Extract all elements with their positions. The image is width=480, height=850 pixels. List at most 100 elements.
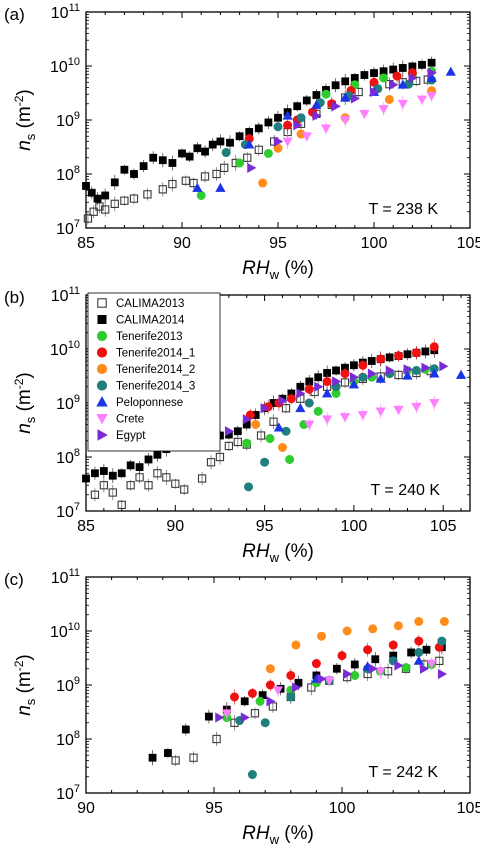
x-tick-label: 85 xyxy=(77,518,95,535)
data-point-tenerife2014-1 xyxy=(286,394,296,404)
x-axis-label: RHw (%) xyxy=(242,823,314,847)
data-point-egypt xyxy=(437,668,448,680)
data-point-calima2013 xyxy=(117,500,126,509)
legend-label-calima2014: CALIMA2014 xyxy=(116,315,185,327)
data-point-crete xyxy=(272,686,284,696)
data-point-crete xyxy=(304,420,315,430)
data-point-tenerife2013 xyxy=(263,148,273,158)
data-point-calima2014 xyxy=(341,77,350,86)
y-tick-label: 108 xyxy=(56,164,80,184)
data-point-calima2014 xyxy=(201,147,209,156)
temperature-annotation: T = 242 K xyxy=(368,764,438,781)
data-point-calima2013 xyxy=(250,709,260,718)
data-point-peloponnese xyxy=(215,182,226,192)
x-tick-label: 90 xyxy=(166,518,184,535)
data-point-calima2014 xyxy=(350,361,358,370)
y-tick-label: 1011 xyxy=(51,2,80,22)
data-point-tenerife2014-1 xyxy=(363,645,373,655)
data-point-calima2013 xyxy=(144,481,153,490)
data-point-tenerife2014-3 xyxy=(260,457,270,467)
data-point-crete xyxy=(426,659,437,669)
data-point-crete xyxy=(322,415,333,425)
data-point-calima2013 xyxy=(108,488,117,497)
data-point-calima2014 xyxy=(216,137,225,146)
data-point-peloponnese xyxy=(429,368,440,378)
data-point-egypt xyxy=(367,368,377,379)
data-point-calima2014 xyxy=(148,753,157,762)
data-point-tenerife2014-1 xyxy=(283,120,293,130)
y-tick-label: 109 xyxy=(56,393,80,413)
panel-label: (a) xyxy=(4,5,25,24)
legend-marker-calima2014 xyxy=(97,314,107,324)
data-point-crete xyxy=(375,667,386,677)
series-tenerife2014-3 xyxy=(244,364,439,492)
data-point-calima2014 xyxy=(302,96,311,105)
y-axis-label: ns (m-2) xyxy=(12,89,38,151)
legend-marker-crete xyxy=(96,413,108,425)
data-point-tenerife2014-1 xyxy=(340,369,350,379)
data-point-tenerife2014-3 xyxy=(247,770,257,780)
data-point-calima2013 xyxy=(189,178,198,188)
x-tick-label: 105 xyxy=(457,800,480,817)
x-tick-label: 100 xyxy=(329,800,356,817)
series-peloponnese xyxy=(273,368,467,432)
data-point-calima2014 xyxy=(130,170,138,178)
y-tick-label: 1011 xyxy=(51,567,80,587)
data-point-egypt xyxy=(312,110,322,121)
y-tick-label: 1010 xyxy=(50,339,80,359)
data-point-egypt xyxy=(394,660,404,671)
data-point-calima2013 xyxy=(256,431,266,440)
data-point-calima2014 xyxy=(422,645,431,654)
data-point-tenerife2013 xyxy=(196,190,206,200)
data-point-tenerife2014-1 xyxy=(411,348,421,358)
data-point-calima2014 xyxy=(204,712,213,721)
data-point-calima2013 xyxy=(215,452,225,462)
x-tick-label: 95 xyxy=(256,518,274,535)
data-point-tenerife2014-1 xyxy=(388,640,398,650)
legend-label-egypt: Egypt xyxy=(116,430,146,442)
data-point-calima2013 xyxy=(269,417,278,426)
x-tick-label: 100 xyxy=(341,518,368,535)
legend-label-tenerife2014-3: Tenerife2014_3 xyxy=(116,381,195,393)
data-point-calima2013 xyxy=(153,469,162,478)
data-point-calima2014 xyxy=(332,664,341,673)
x-tick-label: 100 xyxy=(361,235,388,252)
data-point-calima2013 xyxy=(394,370,403,380)
y-tick-label: 107 xyxy=(56,218,80,238)
panel-label: (b) xyxy=(4,288,25,307)
data-point-calima2013 xyxy=(281,404,291,413)
data-point-calima2014 xyxy=(314,373,323,382)
legend-marker-tenerife2014-2 xyxy=(96,363,108,375)
data-point-calima2013 xyxy=(212,734,221,744)
data-point-tenerife2014-1 xyxy=(311,659,321,669)
data-point-calima2013 xyxy=(83,214,93,223)
data-point-tenerife2014-1 xyxy=(414,636,424,646)
data-point-tenerife2014-3 xyxy=(273,122,283,132)
data-point-calima2013 xyxy=(197,474,207,483)
series-calima2014 xyxy=(148,640,446,766)
data-point-calima2014 xyxy=(110,178,119,187)
data-point-tenerife2014-3 xyxy=(221,148,231,158)
x-axis-label: RHw (%) xyxy=(242,541,314,565)
data-point-egypt xyxy=(215,712,225,723)
y-tick-label: 1011 xyxy=(51,285,80,305)
x-tick-label: 105 xyxy=(457,235,480,252)
x-tick-label: 90 xyxy=(77,800,95,817)
data-point-tenerife2014-1 xyxy=(322,377,332,387)
data-point-calima2014 xyxy=(226,138,234,147)
legend-label-tenerife2013: Tenerife2013 xyxy=(116,331,183,343)
data-point-crete xyxy=(357,411,368,421)
data-point-calima2014 xyxy=(274,113,282,122)
data-point-crete xyxy=(301,132,312,142)
data-point-calima2014 xyxy=(331,81,340,90)
data-point-tenerife2013 xyxy=(379,73,389,83)
data-point-calima2013 xyxy=(143,190,152,199)
data-point-egypt xyxy=(439,361,449,372)
temperature-annotation: T = 240 K xyxy=(370,482,440,499)
data-point-calima2013 xyxy=(171,756,180,765)
y-tick-label: 1010 xyxy=(50,56,80,76)
data-point-calima2013 xyxy=(254,145,263,155)
data-point-egypt xyxy=(293,120,303,131)
data-point-tenerife2014-2 xyxy=(265,664,275,674)
data-point-egypt xyxy=(332,376,342,387)
